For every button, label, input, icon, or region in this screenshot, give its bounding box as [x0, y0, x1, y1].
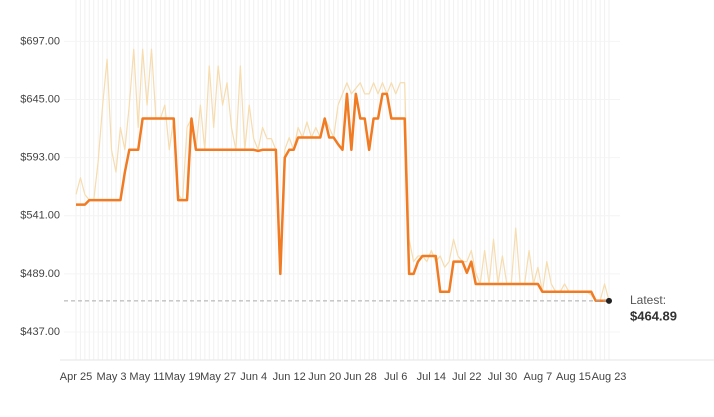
- x-tick-label: Jun 4: [240, 371, 267, 383]
- x-tick-label: Aug 23: [592, 371, 627, 383]
- x-tick-label: May 11: [129, 371, 164, 383]
- x-tick-label: Jul 14: [417, 371, 446, 383]
- x-tick-label: Jun 28: [344, 371, 377, 383]
- x-tick-label: Aug 7: [524, 371, 553, 383]
- x-tick-label: Jun 12: [273, 371, 306, 383]
- x-tick-label: Aug 15: [556, 371, 591, 383]
- y-tick-label: $541.00: [20, 210, 60, 222]
- y-tick-label: $593.00: [20, 152, 60, 164]
- latest-dot: [606, 297, 612, 304]
- x-tick-label: Jul 22: [452, 371, 481, 383]
- x-tick-label: Jun 20: [308, 371, 341, 383]
- x-tick-label: Apr 25: [60, 371, 92, 383]
- x-tick-label: May 19: [165, 371, 201, 383]
- y-tick-label: $697.00: [20, 35, 60, 47]
- y-tick-label: $437.00: [20, 326, 60, 338]
- x-tick-label: May 27: [200, 371, 236, 383]
- latest-value: $464.89: [630, 308, 677, 323]
- x-tick-label: Jul 30: [488, 371, 517, 383]
- latest-label: Latest:: [630, 293, 666, 307]
- y-tick-label: $645.00: [20, 93, 60, 105]
- x-tick-label: Jul 6: [384, 371, 407, 383]
- x-tick-label: May 3: [97, 371, 127, 383]
- y-tick-label: $489.00: [20, 268, 60, 280]
- price-line: [76, 92, 610, 303]
